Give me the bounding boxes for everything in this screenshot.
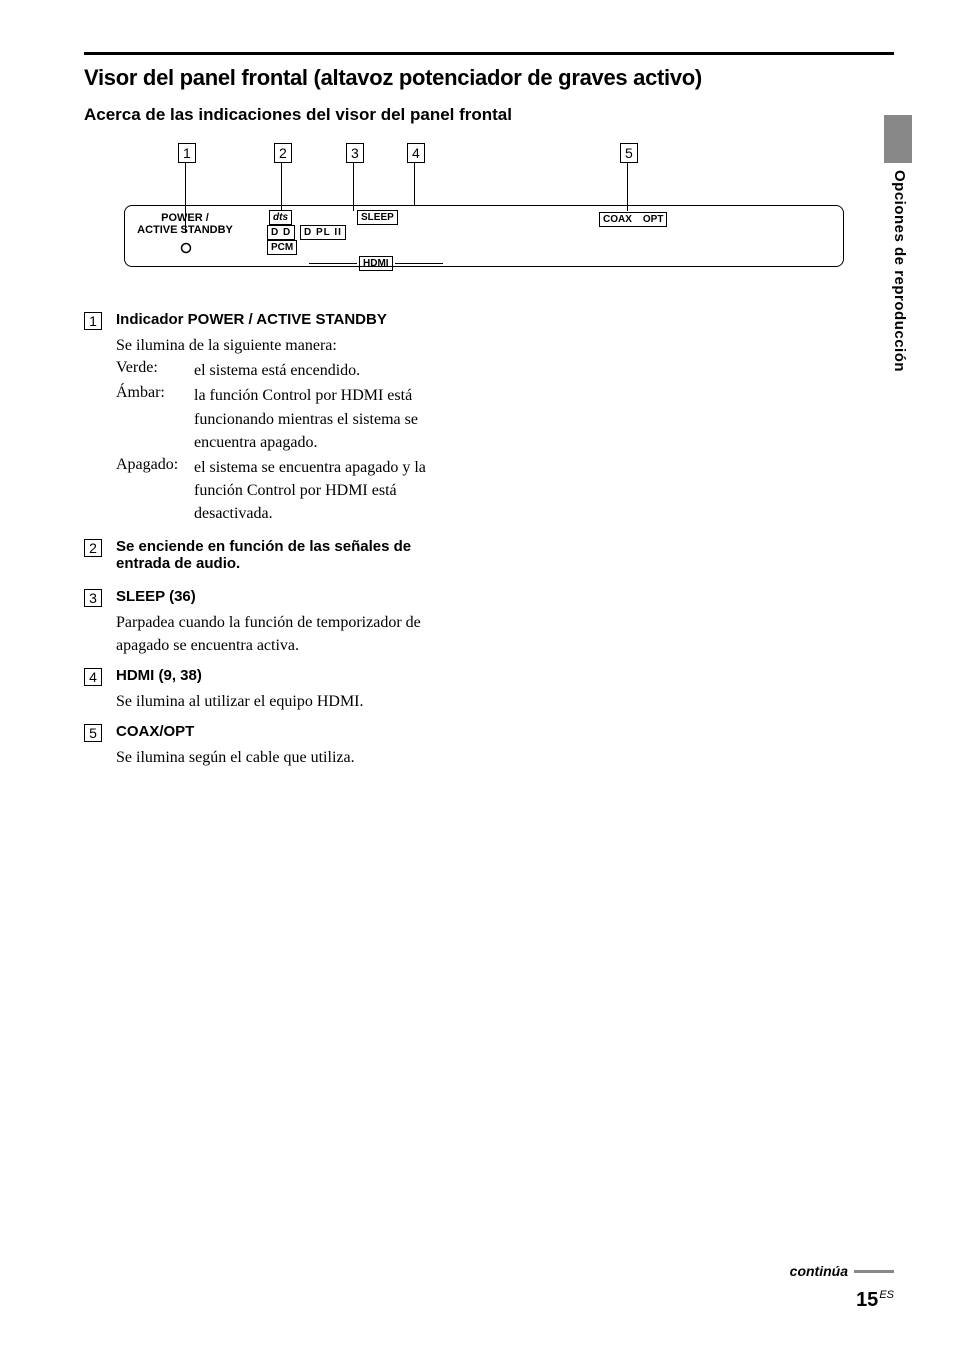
list-item: 4 HDMI (9, 38) Se ilumina al utilizar el… bbox=[84, 667, 464, 713]
def-desc: el sistema está encendido. bbox=[194, 359, 464, 382]
def-desc: el sistema se encuentra apagado y la fun… bbox=[194, 456, 464, 526]
continue-text: continúa bbox=[790, 1263, 848, 1279]
coax-indicator: COAX bbox=[599, 212, 635, 227]
hdmi-row: HDMI bbox=[309, 256, 443, 271]
section-subtitle: Acerca de las indicaciones del visor del… bbox=[84, 105, 894, 125]
list-item: 5 COAX/OPT Se ilumina según el cable que… bbox=[84, 723, 464, 769]
item-title: SLEEP (36) bbox=[116, 588, 464, 605]
list-item: 2 Se enciende en función de las señales … bbox=[84, 538, 464, 578]
list-item: 1 Indicador POWER / ACTIVE STANDBY Se il… bbox=[84, 311, 464, 528]
item-intro: Se ilumina de la siguiente manera: bbox=[116, 334, 464, 357]
callout-4: 4 bbox=[407, 143, 425, 163]
display-panel: POWER / ACTIVE STANDBY dts D D D PL II P… bbox=[124, 205, 844, 267]
callout-1: 1 bbox=[178, 143, 196, 163]
callout-3: 3 bbox=[346, 143, 364, 163]
item-title: COAX/OPT bbox=[116, 723, 464, 740]
callout-2: 2 bbox=[274, 143, 292, 163]
item-text: Se ilumina según el cable que utiliza. bbox=[116, 746, 464, 769]
definition-list: Verde: el sistema está encendido. Ámbar:… bbox=[116, 359, 464, 525]
sleep-indicator: SLEEP bbox=[357, 210, 398, 225]
callout-5: 5 bbox=[620, 143, 638, 163]
def-term: Ámbar: bbox=[116, 384, 194, 454]
power-standby-label: POWER / ACTIVE STANDBY bbox=[135, 212, 235, 236]
top-rule bbox=[84, 52, 894, 55]
item-text: Parpadea cuando la función de temporizad… bbox=[116, 611, 464, 657]
page-footer: continúa 15ES bbox=[790, 1263, 894, 1312]
continue-rule-icon bbox=[854, 1270, 894, 1273]
item-title: HDMI (9, 38) bbox=[116, 667, 464, 684]
list-item: 3 SLEEP (36) Parpadea cuando la función … bbox=[84, 588, 464, 657]
item-number: 1 bbox=[84, 312, 102, 330]
power-led-icon bbox=[180, 242, 192, 254]
power-line1: POWER / bbox=[161, 212, 209, 224]
indicator-list: 1 Indicador POWER / ACTIVE STANDBY Se il… bbox=[84, 311, 464, 769]
side-section-label: Opciones de reproducción bbox=[891, 170, 908, 372]
dolby-d-indicator: D D bbox=[267, 225, 295, 240]
page-num-suffix: ES bbox=[879, 1289, 894, 1301]
leader-5 bbox=[627, 163, 628, 211]
dts-indicator: dts bbox=[269, 210, 292, 225]
def-term: Verde: bbox=[116, 359, 194, 382]
hdmi-indicator: HDMI bbox=[359, 256, 393, 271]
item-number: 2 bbox=[84, 539, 102, 557]
item-text: Se ilumina al utilizar el equipo HDMI. bbox=[116, 690, 464, 713]
def-desc: la función Control por HDMI está funcion… bbox=[194, 384, 464, 454]
item-title: Indicador POWER / ACTIVE STANDBY bbox=[116, 311, 464, 328]
front-panel-diagram: 1 2 3 4 5 POWER / ACTIVE STANDBY dts bbox=[98, 143, 858, 283]
page-number: 15ES bbox=[790, 1289, 894, 1312]
opt-indicator: OPT bbox=[635, 212, 668, 227]
continue-label: continúa bbox=[790, 1263, 894, 1279]
pcm-indicator: PCM bbox=[267, 240, 297, 255]
leader-4 bbox=[414, 163, 415, 205]
item-number: 4 bbox=[84, 668, 102, 686]
side-tab bbox=[884, 115, 912, 163]
item-title: Se enciende en función de las señales de… bbox=[116, 538, 464, 572]
dolby-pl-indicator: D PL II bbox=[300, 225, 346, 240]
manual-page: Visor del panel frontal (altavoz potenci… bbox=[0, 0, 954, 1352]
page-title: Visor del panel frontal (altavoz potenci… bbox=[84, 65, 894, 91]
item-number: 3 bbox=[84, 589, 102, 607]
item-number: 5 bbox=[84, 724, 102, 742]
leader-3 bbox=[353, 163, 354, 211]
def-term: Apagado: bbox=[116, 456, 194, 526]
page-num-value: 15 bbox=[856, 1289, 878, 1311]
power-line2: ACTIVE STANDBY bbox=[137, 224, 233, 236]
leader-2 bbox=[281, 163, 282, 211]
